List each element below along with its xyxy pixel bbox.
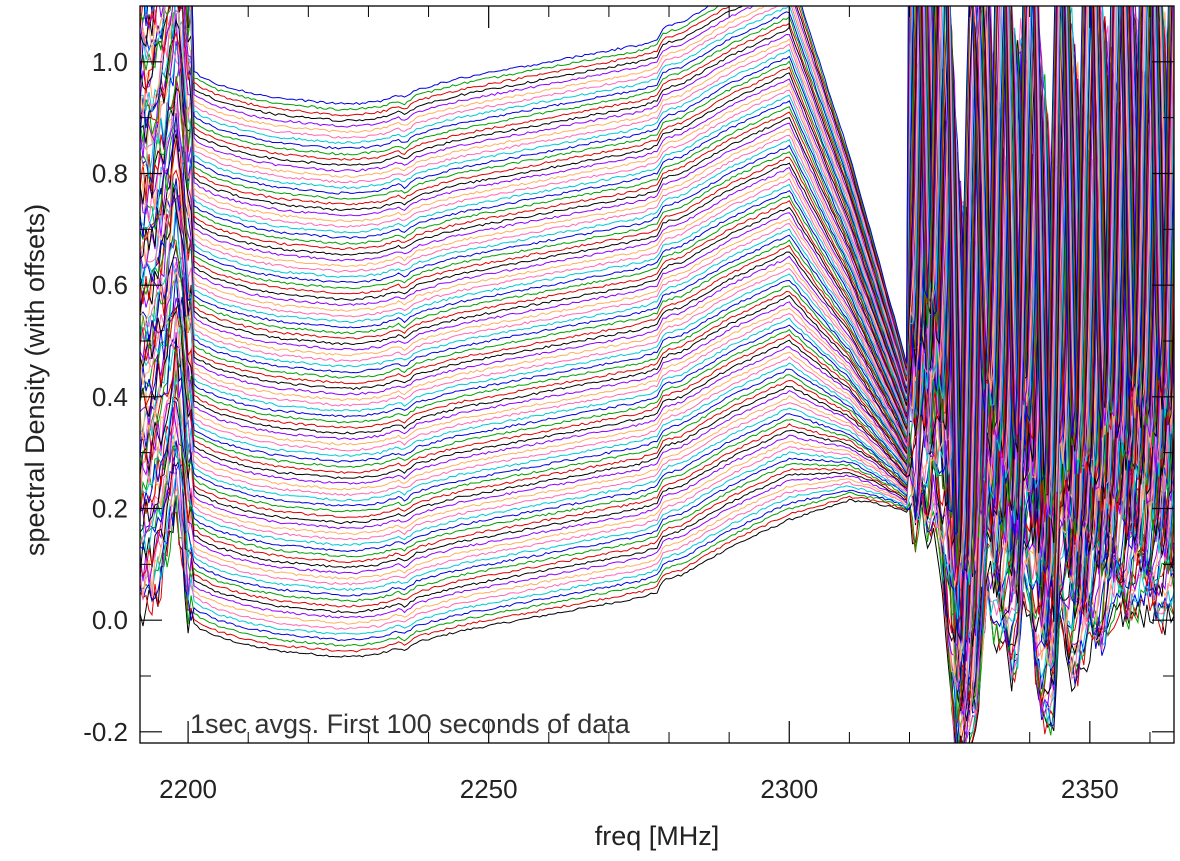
spectrum-line-20 <box>140 366 1174 723</box>
y-tick-label-6: 1.0 <box>92 47 128 77</box>
spectrum-line-24 <box>140 323 1174 722</box>
y-tick-label-5: 0.8 <box>92 159 128 189</box>
spectrum-line-98 <box>191 6 1170 566</box>
spectrum-line-53 <box>140 118 1174 656</box>
spectrum-line-94 <box>189 6 1174 563</box>
spectrum-line-95 <box>191 6 1174 554</box>
spectrum-line-16 <box>140 387 1174 707</box>
spectrum-line-3 <box>140 469 1174 743</box>
spectrum-line-87 <box>140 6 1174 580</box>
x-axis-title: freq [MHz] <box>595 821 720 851</box>
x-tick-label-2250: 2250 <box>460 774 518 804</box>
spectrum-line-23 <box>140 330 1174 737</box>
annotation-text: 1sec avgs. First 100 seconds of data <box>190 709 631 739</box>
spectrum-line-52 <box>140 118 1174 638</box>
spectrum-line-2 <box>140 491 1174 743</box>
spectrum-line-89 <box>140 6 1174 570</box>
y-tick-label-4: 0.6 <box>92 270 128 300</box>
spectrum-line-88 <box>140 6 1174 573</box>
spectrum-line-4 <box>140 473 1174 743</box>
spectrum-line-50 <box>140 157 1174 629</box>
y-tick-label-1: 0.0 <box>92 605 128 635</box>
spectrum-line-21 <box>140 355 1174 723</box>
spectrum-line-81 <box>140 6 1174 574</box>
spectrum-line-99 <box>191 6 1169 535</box>
y-tick-label-2: 0.2 <box>92 494 128 524</box>
spectrum-line-48 <box>140 166 1174 647</box>
tick-layer: 2200 2250 2300 2350 -0.2 0.0 0.2 0.4 0.6 0.8 1.0 <box>83 6 1174 804</box>
spectrum-line-51 <box>140 138 1174 644</box>
series-layer <box>140 6 1174 743</box>
y-tick-label-0: -0.2 <box>83 717 128 747</box>
y-axis-title: spectral Density (with offsets) <box>20 204 50 556</box>
spectrum-line-82 <box>140 6 1174 576</box>
spectrum-line-84 <box>140 6 1174 585</box>
spectrum-line-93 <box>140 6 1174 589</box>
spectrum-line-92 <box>144 6 1174 579</box>
spectrum-line-22 <box>140 351 1174 730</box>
x-tick-label-2200: 2200 <box>159 774 217 804</box>
x-tick-label-2300: 2300 <box>760 774 818 804</box>
spectrum-line-0 <box>140 495 1174 743</box>
spectrum-line-80 <box>140 6 1174 578</box>
spectrum-line-90 <box>140 6 1174 573</box>
spectrum-line-18 <box>140 369 1174 703</box>
spectrum-line-91 <box>143 6 1174 580</box>
spectrum-line-86 <box>140 6 1174 579</box>
spectrum-line-83 <box>140 6 1174 560</box>
spectrum-line-97 <box>191 6 1171 585</box>
x-tick-label-2350: 2350 <box>1061 774 1119 804</box>
spectrum-line-96 <box>191 6 1173 577</box>
plot-frame <box>139 5 1175 744</box>
y-tick-label-3: 0.4 <box>92 382 128 412</box>
spectrum-line-76 <box>140 6 1174 565</box>
spectrum-line-85 <box>140 6 1174 564</box>
spectrum-line-1 <box>140 495 1174 743</box>
